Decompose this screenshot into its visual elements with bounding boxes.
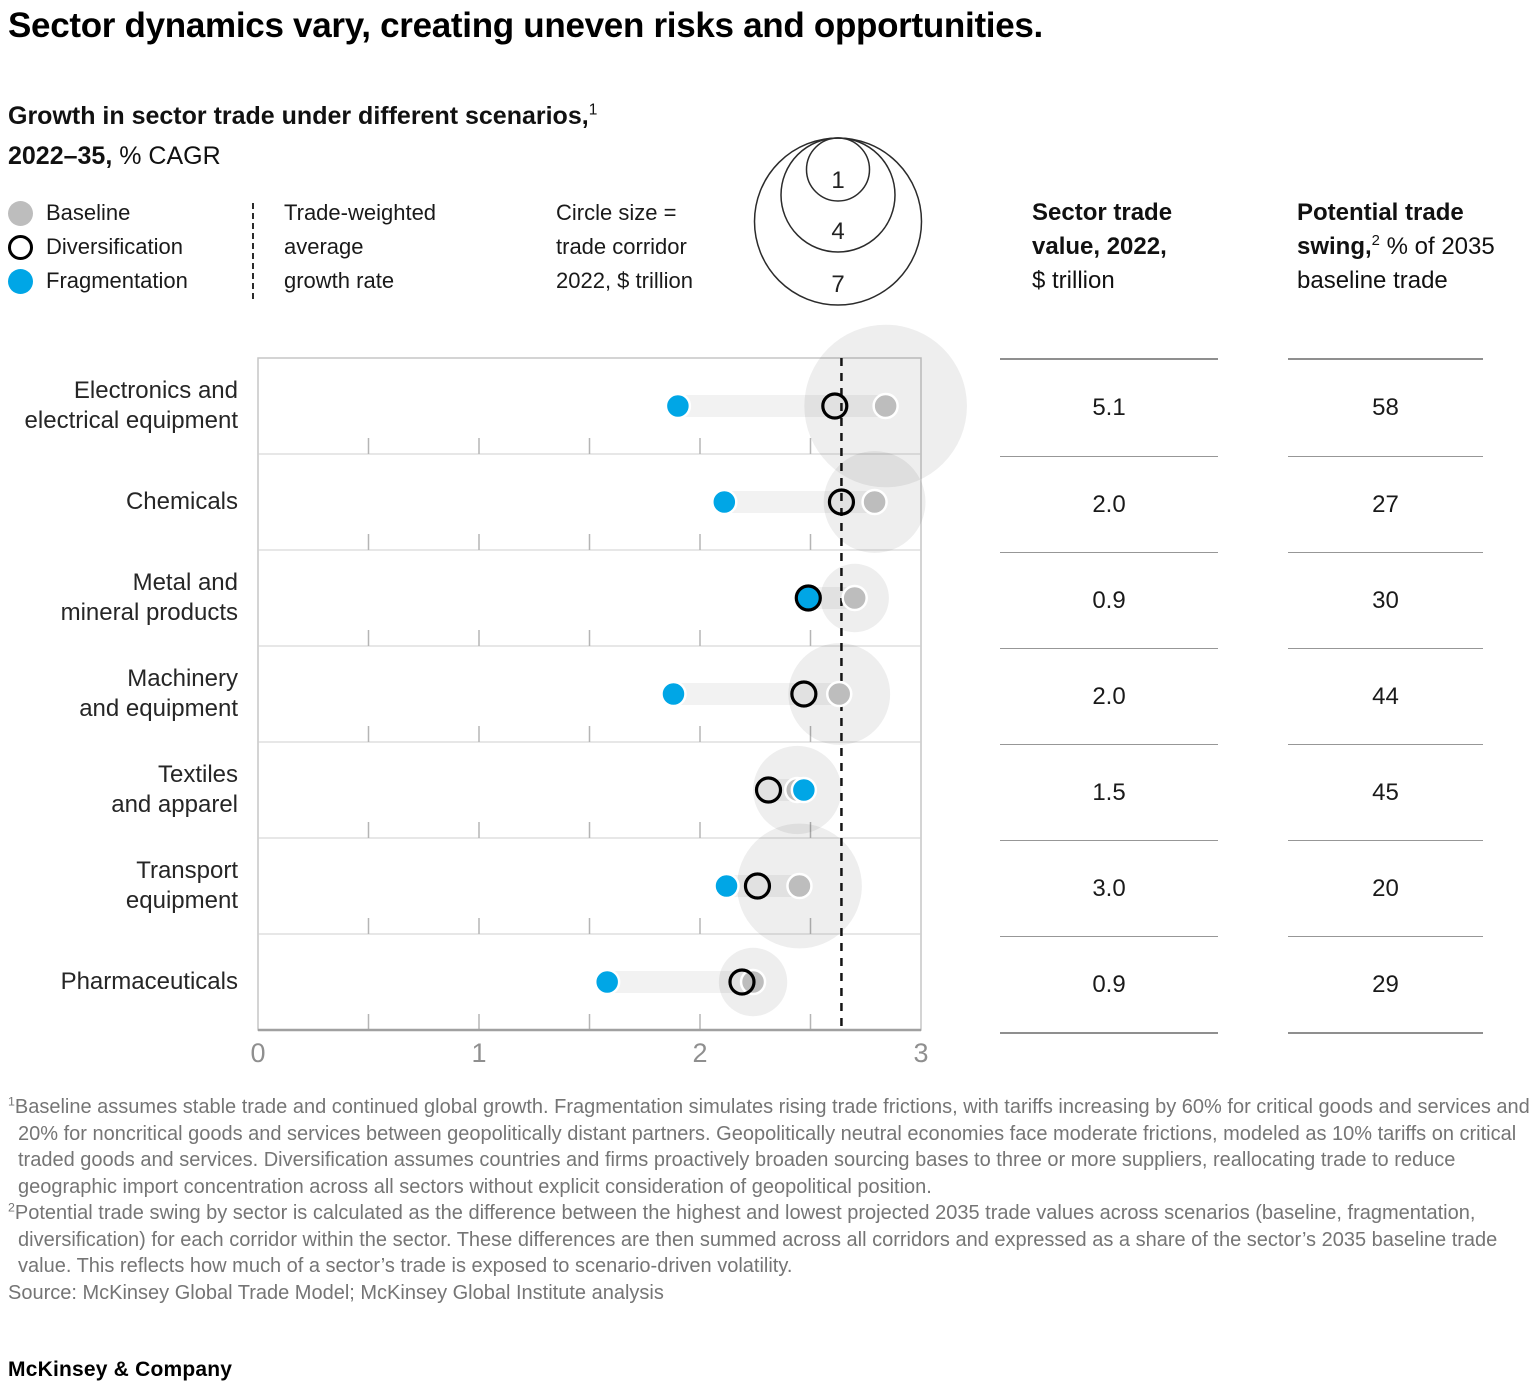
fragmentation-dot: [790, 776, 818, 804]
diversification-circle: [794, 584, 822, 612]
sector-label: Pharmaceuticals: [60, 968, 238, 995]
table-cell: 27: [1288, 456, 1483, 552]
table-cell: 0.9: [1000, 936, 1218, 1032]
legend-item-baseline: Baseline: [8, 196, 188, 230]
footnotes: 1Baseline assumes stable trade and conti…: [8, 1094, 1530, 1306]
scenario-range-band: [666, 395, 897, 417]
source-line: Source: McKinsey Global Trade Model; McK…: [8, 1281, 664, 1304]
diversification-circle: [821, 392, 849, 420]
page-title: Sector dynamics vary, creating uneven ri…: [8, 6, 1043, 45]
diversification-circle: [728, 968, 756, 996]
sector-bubble-chart: 7 4 1: [257, 137, 967, 1032]
table-cell: 2.0: [1000, 456, 1218, 552]
fragmentation-dot: [664, 392, 692, 420]
legend-divider-dashed: [252, 203, 254, 299]
fragmentation-dot-icon: [8, 268, 33, 294]
fragmentation-dot: [713, 872, 740, 900]
baseline-dot: [786, 872, 813, 900]
circle-size-label: Circle size = trade corridor 2022, $ tri…: [556, 200, 693, 293]
baseline-dot: [841, 584, 868, 612]
sector-label: Textiles and apparel: [111, 761, 238, 818]
footnote-2: 2Potential trade swing by sector is calc…: [8, 1200, 1498, 1277]
table-cell: 29: [1288, 936, 1483, 1032]
size-legend-value: 4: [831, 218, 844, 245]
table-cell: 45: [1288, 744, 1483, 840]
diversification-circle: [827, 488, 856, 516]
x-axis-tick-label: 2: [692, 1038, 708, 1068]
footnote-2-marker: 2: [1371, 233, 1380, 249]
diversification-ring-icon: [8, 234, 33, 260]
size-legend-value: 1: [831, 167, 844, 194]
trade-weighted-average-label: Trade-weighted average growth rate: [284, 200, 437, 293]
fragmentation-dot: [660, 680, 687, 708]
diversification-circle: [790, 680, 818, 708]
x-axis-tick-label: 1: [471, 1038, 487, 1068]
table-cell: 1.5: [1000, 744, 1218, 840]
legend-label-baseline: Baseline: [46, 200, 131, 225]
sector-label: Transport equipment: [125, 857, 238, 914]
table-column-trade-value: 5.1 2.0 0.9 2.0 1.5 3.0 0.9: [1000, 358, 1218, 1034]
baseline-dot: [825, 680, 853, 708]
table-cell: 20: [1288, 840, 1483, 936]
mckinsey-wordmark: McKinsey & Company: [8, 1358, 233, 1381]
column-header-sector-trade-value: Sector trade value, 2022, $ trillion: [1032, 199, 1173, 294]
sector-label: Metal and mineral products: [60, 569, 238, 626]
sector-label: Machinery and equipment: [79, 665, 238, 722]
x-axis-tick-label: 3: [913, 1038, 929, 1068]
footnote-1-marker: 1: [588, 101, 598, 119]
table-cell: 2.0: [1000, 648, 1218, 744]
footnote-1: 1Baseline assumes stable trade and conti…: [8, 1094, 1530, 1198]
column-header-potential-trade-swing: Potential trade swing,2 % of 2035 baseli…: [1297, 199, 1495, 294]
table-cell: 3.0: [1000, 840, 1218, 936]
subtitle-line1: Growth in sector trade under different s…: [8, 102, 589, 130]
chart-subtitle: Growth in sector trade under different s…: [8, 96, 597, 176]
subtitle-unit: % CAGR: [112, 142, 221, 170]
fragmentation-dot: [593, 968, 621, 996]
baseline-dot: [861, 488, 888, 516]
diversification-circle: [743, 872, 772, 900]
scenario-range-band: [713, 491, 886, 513]
sector-label: Chemicals: [125, 488, 238, 515]
x-axis-tick-label: 0: [250, 1038, 266, 1068]
legend-item-diversification: Diversification: [8, 230, 188, 264]
sector-label: Electronics and electrical equipment: [24, 377, 238, 434]
subtitle-period: 2022–35,: [8, 142, 113, 170]
table-cell: 58: [1372, 394, 1399, 421]
scenario-range-band: [715, 875, 811, 897]
size-legend-value: 7: [831, 271, 844, 298]
diversification-circle: [754, 776, 783, 804]
legend-item-fragmentation: Fragmentation: [8, 264, 188, 298]
scenario-legend: Baseline Diversification Fragmentation: [8, 196, 188, 298]
table-cell: 30: [1288, 552, 1483, 648]
table-cell: 44: [1288, 648, 1483, 744]
baseline-dot-icon: [8, 200, 33, 226]
legend-label-diversification: Diversification: [46, 234, 183, 259]
table-cell: 0.9: [1000, 552, 1218, 648]
legend-label-fragmentation: Fragmentation: [46, 268, 188, 293]
fragmentation-dot: [711, 488, 738, 516]
table-cell: 5.1: [1092, 394, 1126, 421]
scenario-range-band: [662, 683, 851, 705]
scenario-range-band: [596, 971, 765, 993]
table-column-trade-swing: 58 27 30 44 45 20 29: [1288, 358, 1483, 1034]
size-legend-circle: [805, 137, 871, 202]
baseline-dot: [872, 392, 899, 420]
